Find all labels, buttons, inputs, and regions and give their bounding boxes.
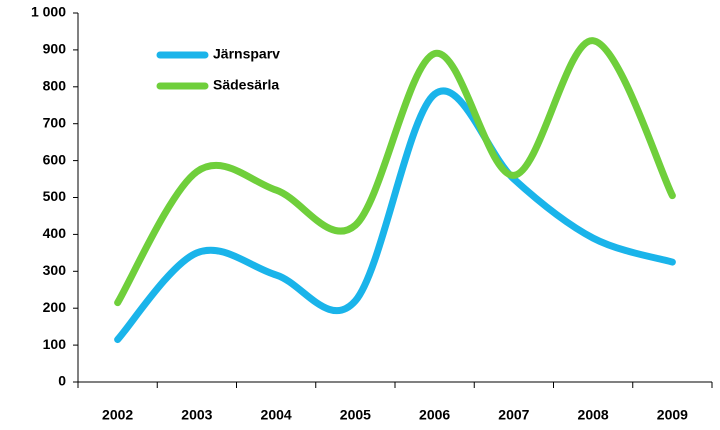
y-tick-label: 400 xyxy=(43,225,67,241)
legend-label: Järnsparv xyxy=(213,46,280,62)
y-tick-label: 700 xyxy=(43,114,67,130)
x-tick-label: 2009 xyxy=(657,407,688,423)
y-tick-label: 200 xyxy=(43,299,67,315)
y-tick-label: 100 xyxy=(43,336,67,352)
y-tick-label: 500 xyxy=(43,188,67,204)
y-tick-label: 800 xyxy=(43,78,67,94)
x-tick-label: 2008 xyxy=(578,407,609,423)
x-tick-label: 2006 xyxy=(419,407,450,423)
y-tick-label: 300 xyxy=(43,262,67,278)
x-tick-label: 2002 xyxy=(102,407,133,423)
x-tick-label: 2003 xyxy=(181,407,212,423)
y-tick-label: 1 000 xyxy=(31,4,66,20)
x-tick-label: 2007 xyxy=(498,407,529,423)
series-line xyxy=(114,37,676,307)
x-tick-label: 2005 xyxy=(340,407,371,423)
y-tick-label: 0 xyxy=(58,373,66,389)
series-line xyxy=(114,87,676,344)
y-tick-label: 600 xyxy=(43,151,67,167)
x-tick-label: 2004 xyxy=(261,407,292,423)
legend-label: Sädesärla xyxy=(213,77,279,93)
y-tick-label: 900 xyxy=(43,41,67,57)
